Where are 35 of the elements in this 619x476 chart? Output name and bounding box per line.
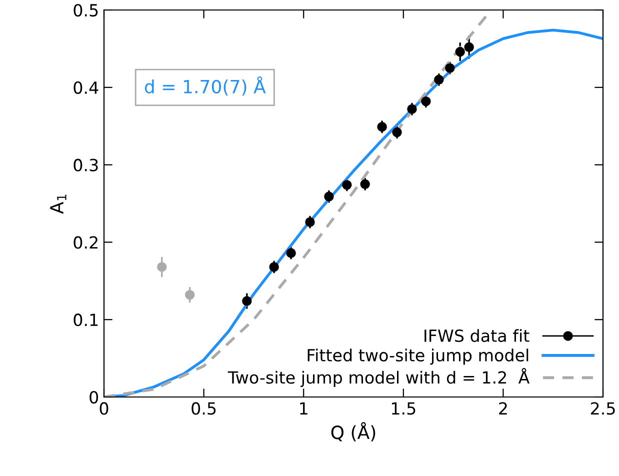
legend-label: IFWS data fit: [424, 329, 530, 342]
x-tick-label: 1: [300, 402, 308, 415]
y-axis-title: A$_{1}$: [50, 194, 66, 214]
x-tick-label: 0: [100, 402, 108, 415]
y-tick-label: 0.3: [74, 158, 98, 172]
x-axis-title: Q (Å): [331, 422, 376, 442]
x-tick-label: 0.5: [192, 402, 216, 415]
point: [455, 46, 465, 57]
point: [377, 122, 387, 132]
point: [269, 262, 279, 272]
point: [305, 217, 315, 227]
y-tick-label: 0.1: [74, 314, 98, 326]
y-tick-label: 0.5: [74, 4, 98, 17]
point: [286, 248, 296, 258]
y-tick-label: 0: [90, 390, 98, 404]
point: [434, 74, 444, 85]
point: [445, 63, 455, 73]
point: [392, 127, 402, 138]
y-tick-label: 0.2: [74, 236, 98, 249]
point: [407, 104, 417, 114]
point: [242, 296, 252, 306]
point: [464, 42, 474, 52]
point: [421, 96, 431, 106]
legend-label: Fitted two-site jump model: [308, 348, 528, 365]
point: [157, 262, 167, 272]
x-tick-label: 2: [499, 402, 507, 415]
point: [184, 290, 195, 300]
y-tick-label: 0.4: [74, 81, 98, 94]
x-tick-label: 1.5: [392, 402, 416, 415]
point: [360, 179, 370, 190]
x-tick-label: 2.5: [590, 402, 615, 415]
point: [324, 192, 334, 202]
annotation: d = 1.70(7) Å: [144, 76, 266, 96]
legend-label: Two-site jump model with d = 1.2 Å: [228, 368, 530, 387]
point: [342, 180, 352, 190]
